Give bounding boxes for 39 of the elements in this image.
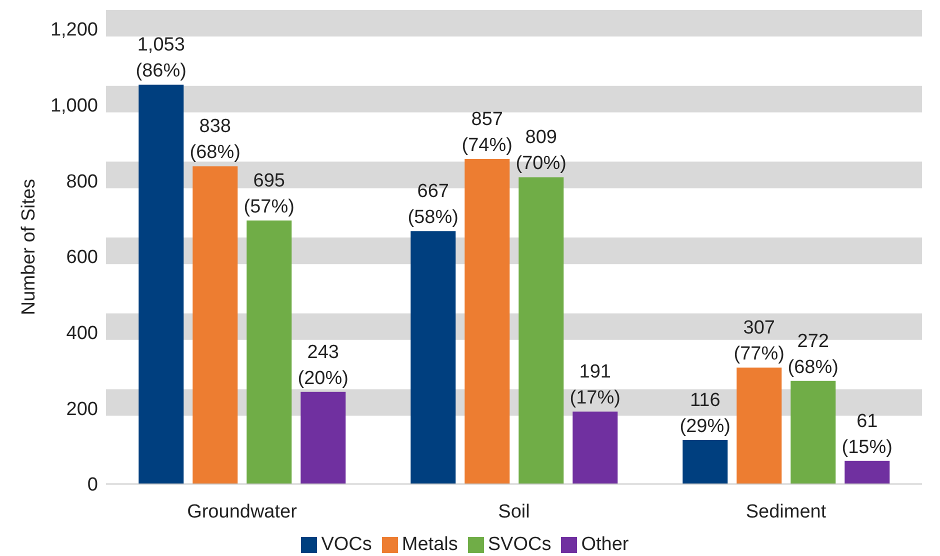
bar [138, 84, 184, 484]
data-label: 61 (15%) [842, 410, 892, 458]
legend-label: VOCs [321, 534, 372, 555]
bar [246, 220, 292, 484]
bar [300, 392, 346, 484]
data-label: 809 (70%) [516, 127, 566, 174]
legend-label: Other [581, 534, 629, 555]
y-tick-label: 1,000 [50, 96, 98, 117]
y-axis-title: Number of Sites [18, 178, 40, 316]
y-tick-label: 0 [87, 474, 98, 496]
data-label: 667 (58%) [408, 181, 458, 228]
bar [410, 231, 456, 484]
bar [464, 159, 510, 484]
y-tick-label: 600 [66, 247, 98, 268]
data-label: 272 (68%) [788, 330, 838, 378]
data-label: 838 (68%) [190, 116, 240, 164]
data-label: 1,053 (86%) [136, 34, 186, 82]
y-tick-label: 200 [66, 398, 98, 420]
bar [682, 440, 728, 484]
data-label: 243 (20%) [298, 342, 348, 389]
y-tick-label: 800 [66, 171, 98, 192]
data-label: 307 (77%) [734, 318, 784, 365]
data-label: 116 (29%) [680, 390, 730, 438]
bar [518, 177, 564, 484]
legend-label: Metals [402, 534, 458, 555]
legend-label: SVOCs [488, 534, 552, 555]
data-label: 191 (17%) [570, 362, 620, 409]
y-tick-label: 400 [66, 323, 98, 344]
x-tick-label: Groundwater [187, 501, 298, 522]
data-label: 857 (74%) [462, 109, 512, 156]
data-label: 695 (57%) [244, 170, 294, 218]
bar [736, 368, 782, 484]
bar [572, 412, 618, 484]
y-tick-label: 1,200 [50, 20, 98, 41]
bar [844, 460, 890, 484]
x-tick-label: Soil [498, 501, 530, 522]
bar [192, 166, 238, 484]
bar [790, 380, 836, 484]
x-tick-label: Sediment [746, 501, 827, 522]
